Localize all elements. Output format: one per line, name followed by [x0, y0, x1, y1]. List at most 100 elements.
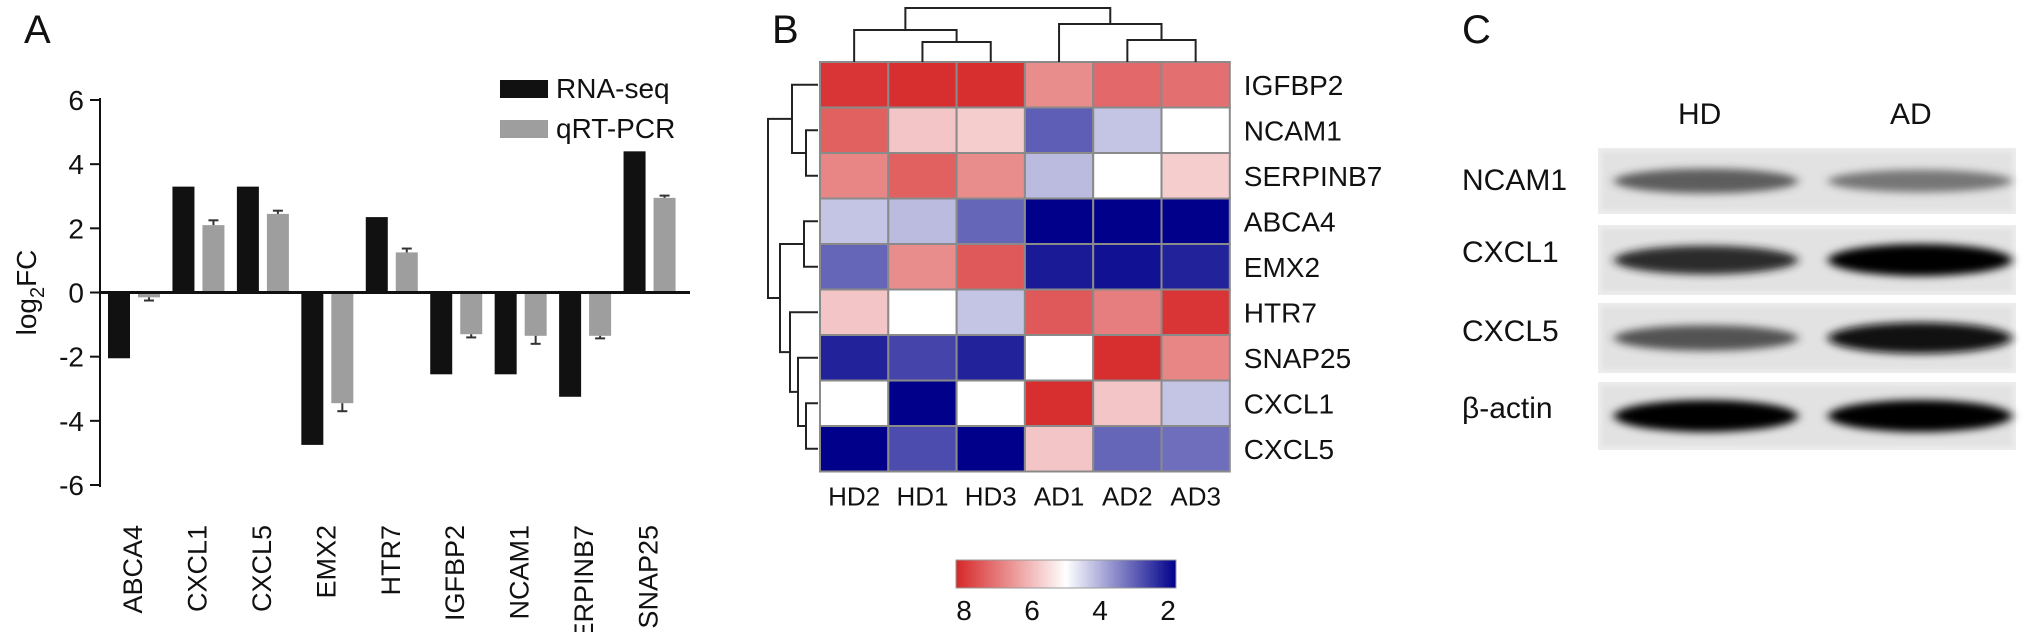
heatmap-cell-ncam1-ad2	[1092, 106, 1163, 154]
heatmap-cell-emx2-ad1	[1023, 243, 1095, 291]
blot-band-hd-3	[1614, 325, 1798, 351]
heatmap-cell-ncam1-hd1	[887, 106, 958, 154]
heatmap-cell-htr7-hd2	[819, 288, 890, 336]
panel-a-bar-chart: A 6 4 2 0 -2 -4 -6 log2FC ABCA4 CXCL1 CXCL5 EMX2 HTR…	[0, 0, 760, 632]
heatmap-cell-snap25-ad1	[1023, 334, 1095, 382]
heatmap-cell-serpinb7-hd1	[887, 152, 958, 200]
heatmap-row-label-igfbp2: IGFBP2	[1244, 70, 1344, 101]
y-tick-label: 4	[68, 149, 84, 180]
bar-qrt-pcr-igfbp2	[460, 292, 483, 335]
bar-qrt-pcr-snap25	[653, 197, 676, 293]
row-dendrogram-branch	[797, 356, 818, 427]
colorbar-tick-label: 6	[1024, 595, 1040, 626]
heatmap-row-label-ncam1: NCAM1	[1244, 115, 1342, 146]
y-tick-label: -4	[59, 406, 84, 437]
bar-qrt-pcr-serpinb7	[589, 292, 612, 336]
y-tick-label: -2	[59, 342, 84, 373]
y-tick-label: 0	[68, 278, 84, 309]
bar-rna-seq-igfbp2	[430, 292, 453, 375]
x-tick-label-emx2: EMX2	[311, 525, 341, 599]
heatmap-row-label-snap25: SNAP25	[1244, 343, 1351, 374]
bar-qrt-pcr-emx2	[331, 292, 354, 404]
heatmap-cell-igfbp2-ad1	[1023, 61, 1095, 109]
bar-chart-svg: 6 4 2 0 -2 -4 -6 log2FC ABCA4 CXCL1 CXCL5 EMX2 HTR7 I…	[11, 73, 690, 632]
heatmap-svg: IGFBP2 NCAM1 SERPINB7 ABCA4 EMX2 HTR7 SNAP25 CX…	[767, 7, 1383, 626]
bar-rna-seq-abca4	[108, 292, 130, 359]
blot-column-hd: HD	[1678, 98, 1722, 131]
blot-band-hd-4	[1614, 400, 1798, 432]
heatmap-cell-cxcl5-ad3	[1160, 425, 1231, 473]
blot-row-label-beta-actin: β-actin	[1462, 392, 1553, 425]
blot-band-ad-2	[1828, 244, 2012, 276]
heatmap-cell-cxcl1-ad1	[1023, 379, 1095, 427]
heatmap-cell-emx2-hd2	[819, 243, 890, 291]
bar-rna-seq-cxcl5	[236, 186, 259, 293]
row-dendrogram-branch	[805, 129, 818, 177]
colorbar-tick-label: 2	[1160, 595, 1176, 626]
row-dendrogram-branch	[789, 311, 818, 393]
legend-swatch-rna-seq	[500, 80, 548, 98]
colorbar-tick-label: 4	[1092, 595, 1108, 626]
legend-swatch-qrt-pcr	[500, 120, 548, 138]
bar-qrt-pcr-abca4	[138, 292, 160, 298]
blot-band-hd-1	[1614, 168, 1798, 194]
heatmap-row-label-cxcl5: CXCL5	[1244, 434, 1334, 465]
heatmap-col-label-hd1: HD1	[896, 482, 948, 512]
heatmap-cell-snap25-ad2	[1092, 334, 1163, 382]
heatmap-cell-snap25-hd1	[887, 334, 958, 382]
col-dendrogram-branch	[1126, 39, 1197, 62]
heatmap-cell-snap25-hd3	[955, 334, 1026, 382]
panel-c-letter: C	[1462, 8, 1491, 52]
heatmap-row-label-cxcl1: CXCL1	[1244, 388, 1334, 419]
heatmap-cell-serpinb7-ad2	[1092, 152, 1163, 200]
panel-a-letter: A	[24, 8, 51, 52]
x-tick-label-ncam1: NCAM1	[505, 525, 535, 620]
blot-row-label-ncam1: NCAM1	[1462, 164, 1568, 197]
legend-label-qrt-pcr: qRT-PCR	[556, 113, 675, 144]
x-tick-label-abca4: ABCA4	[118, 525, 148, 614]
y-tick-label: 6	[68, 85, 84, 116]
heatmap-cell-ncam1-hd2	[819, 106, 890, 154]
heatmap-row-label-abca4: ABCA4	[1244, 206, 1336, 237]
heatmap-row-label-serpinb7: SERPINB7	[1244, 161, 1383, 192]
colorbar-tick-label: 8	[956, 595, 972, 626]
heatmap-col-label-hd2: HD2	[828, 482, 880, 512]
western-blot-image	[1598, 148, 2016, 450]
legend-label-rna-seq: RNA-seq	[556, 73, 670, 104]
blot-band-ad-4	[1828, 400, 2012, 432]
y-tick-label: 2	[68, 213, 84, 244]
heatmap-cell-serpinb7-ad3	[1160, 152, 1231, 200]
x-tick-label-htr7: HTR7	[376, 525, 406, 596]
heatmap-cell-emx2-hd1	[887, 243, 958, 291]
panel-b-letter: B	[772, 8, 799, 52]
bar-rna-seq-ncam1	[494, 292, 517, 375]
heatmap-cell-igfbp2-hd2	[819, 61, 890, 109]
heatmap-cell-serpinb7-ad1	[1023, 152, 1095, 200]
heatmap-col-label-ad2: AD2	[1102, 482, 1153, 512]
heatmap-cell-cxcl1-ad3	[1160, 379, 1231, 427]
x-tick-label-serpinb7: SERPINB7	[569, 525, 599, 632]
x-tick-label-cxcl1: CXCL1	[182, 525, 212, 612]
x-tick-label-cxcl5: CXCL5	[247, 525, 277, 612]
blot-band-ad-1	[1828, 169, 2012, 193]
heatmap-cell-htr7-ad2	[1092, 288, 1163, 336]
y-tick-label: -6	[59, 470, 84, 501]
col-dendrogram-branch	[921, 41, 992, 62]
row-dendrogram-branch	[805, 402, 818, 450]
heatmap-cell-igfbp2-ad2	[1092, 61, 1163, 109]
blot-band-ad-3	[1828, 322, 2012, 354]
heatmap-cell-cxcl1-hd1	[887, 379, 958, 427]
heatmap-cell-serpinb7-hd2	[819, 152, 890, 200]
bar-rna-seq-cxcl1	[172, 186, 195, 293]
heatmap-cell-htr7-ad1	[1023, 288, 1095, 336]
heatmap-row-label-emx2: EMX2	[1244, 252, 1320, 283]
bar-qrt-pcr-htr7	[395, 252, 418, 293]
heatmap-cell-cxcl5-hd1	[887, 425, 958, 473]
heatmap-cell-emx2-ad2	[1092, 243, 1163, 291]
heatmap-cell-emx2-ad3	[1160, 243, 1231, 291]
heatmap-cell-cxcl5-ad2	[1092, 425, 1163, 473]
row-dendrogram-branch	[767, 117, 792, 300]
panel-b-heatmap: B IGFBP2 NCAM1 SERPINB7 ABCA4 EMX2 HTR7 SNAP25…	[760, 0, 1440, 632]
heatmap-col-label-ad1: AD1	[1034, 482, 1085, 512]
heatmap-cell-cxcl1-hd2	[819, 379, 890, 427]
